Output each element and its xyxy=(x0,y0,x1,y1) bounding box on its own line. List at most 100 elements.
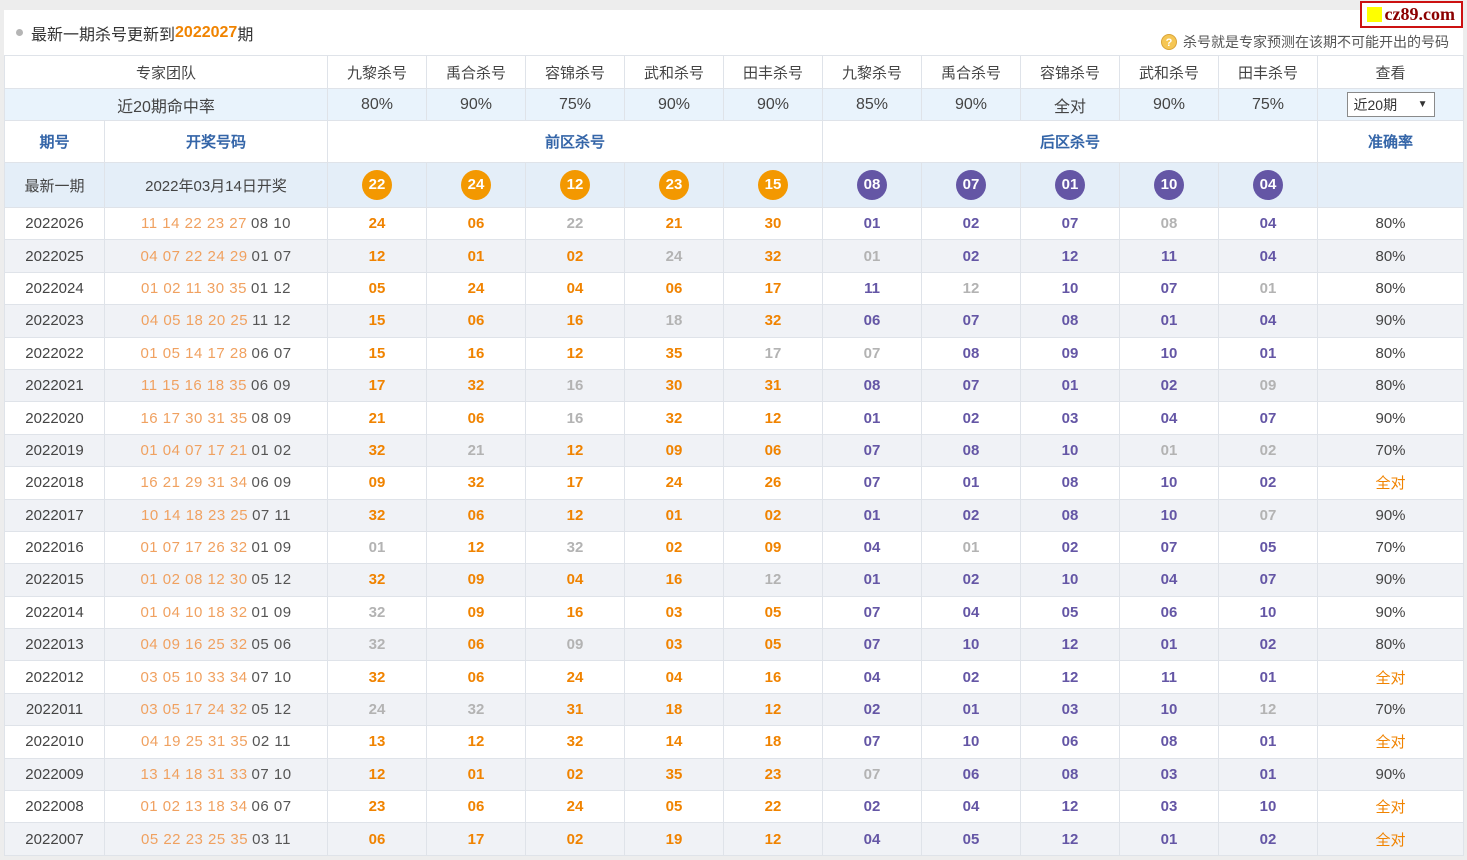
kill-number-cell: 32 xyxy=(723,304,824,338)
accuracy-cell: 全对 xyxy=(1317,660,1465,694)
draw-numbers-cell: 04 19 25 31 35 02 11 xyxy=(103,725,329,759)
table-row: 2022022 01 05 14 17 28 06 07 15 16 12 35 17 07 08… xyxy=(4,336,1465,370)
issue-cell: 2022014 xyxy=(4,595,105,630)
table-row: 2022007 05 22 23 25 35 03 11 06 17 02 19 12 04 05… xyxy=(4,822,1465,856)
winning-front-numbers: 04 07 22 24 29 xyxy=(140,247,248,265)
bullet-icon xyxy=(16,29,23,36)
latest-prediction-row: 最新一期 2022年03月14日开奖 22 24 12 23 15 08 07 01 10 04 xyxy=(4,162,1465,208)
kill-number-cell: 22 xyxy=(723,790,824,824)
kill-number-cell: 02 xyxy=(1218,822,1319,856)
issue-cell: 2022017 xyxy=(4,498,105,532)
kill-number-cell: 12 xyxy=(327,757,428,792)
kill-number-cell: 12 xyxy=(1020,790,1121,824)
kill-number-cell: 32 xyxy=(426,368,527,403)
kill-ball-cell: 01 xyxy=(1020,162,1121,208)
kill-ball-cell: 12 xyxy=(525,162,626,208)
title-issue-number: 2022027 xyxy=(175,23,238,41)
page-content: 最新一期杀号更新到 2022027 期 ? 杀号就是专家预测在该期不可能开出的号码 … xyxy=(3,1,1465,856)
kill-number-cell: 16 xyxy=(525,368,626,403)
kill-number-cell: 06 xyxy=(921,757,1022,792)
kill-number-cell: 08 xyxy=(1119,725,1220,759)
draw-numbers-cell: 01 04 07 17 21 01 02 xyxy=(103,433,329,468)
kill-number-cell: 07 xyxy=(822,628,923,662)
kill-ball-cell: 07 xyxy=(921,162,1022,208)
winning-back-numbers: 05 06 xyxy=(251,636,292,654)
kill-number-cell: 02 xyxy=(822,692,923,727)
kill-number-cell: 01 xyxy=(1218,271,1319,306)
kill-number-cell: 06 xyxy=(426,498,527,532)
kill-number-cell: 04 xyxy=(525,563,626,597)
help-icon[interactable]: ? xyxy=(1161,34,1177,50)
kill-number-cell: 02 xyxy=(1218,628,1319,662)
kill-number-cell: 07 xyxy=(1218,563,1319,597)
kill-number-cell: 09 xyxy=(723,530,824,565)
kill-number-cell: 12 xyxy=(327,239,428,273)
site-logo[interactable]: cz89.com xyxy=(1359,1,1463,28)
draw-numbers-cell: 04 09 16 25 32 05 06 xyxy=(103,628,329,662)
kill-number-cell: 05 xyxy=(723,628,824,662)
kill-number-cell: 31 xyxy=(525,692,626,727)
kill-number-cell: 10 xyxy=(1218,595,1319,630)
chevron-down-icon: ▼ xyxy=(1417,99,1428,110)
hitrate-value: 90% xyxy=(723,88,824,121)
kill-number-cell: 10 xyxy=(921,725,1022,759)
recent-period-select[interactable]: 近20期 ▼ xyxy=(1346,92,1435,117)
kill-number-cell: 32 xyxy=(327,563,428,597)
winning-back-numbers: 02 11 xyxy=(252,733,292,751)
kill-number-cell: 16 xyxy=(525,595,626,630)
kill-number-cell: 23 xyxy=(723,757,824,792)
issue-cell: 2022013 xyxy=(4,628,105,662)
kill-number-cell: 26 xyxy=(723,466,824,500)
expert-column-header: 容锦杀号 xyxy=(525,55,626,89)
kill-number-cell: 04 xyxy=(921,790,1022,824)
kill-number-cell: 06 xyxy=(426,628,527,662)
accuracy-cell: 80% xyxy=(1317,271,1465,306)
issue-cell: 2022011 xyxy=(4,692,105,727)
winning-front-numbers: 11 14 22 23 27 xyxy=(140,215,247,233)
view-select-cell: 近20期 ▼ xyxy=(1317,88,1465,121)
draw-numbers-cell: 16 21 29 31 34 06 09 xyxy=(103,466,329,500)
expert-column-header: 禹合杀号 xyxy=(921,55,1022,89)
kill-number-cell: 24 xyxy=(426,271,527,306)
draw-numbers-cell: 10 14 18 23 25 07 11 xyxy=(103,498,329,532)
kill-number-cell: 06 xyxy=(1119,595,1220,630)
table-row: 2022018 16 21 29 31 34 06 09 09 32 17 24 26 07 01… xyxy=(4,466,1465,500)
kill-number-cell: 04 xyxy=(1218,304,1319,338)
front-kill-ball: 23 xyxy=(659,170,690,200)
kill-number-cell: 04 xyxy=(1218,239,1319,273)
kill-number-cell: 24 xyxy=(525,660,626,694)
winning-front-numbers: 16 17 30 31 35 xyxy=(140,409,248,427)
kill-number-table: 专家团队 九黎杀号 禹合杀号 容锦杀号 武和杀号 田丰杀号 九黎杀号 禹合杀号 容锦杀号 武和杀… xyxy=(3,55,1465,856)
kill-number-cell: 31 xyxy=(723,368,824,403)
issue-cell: 2022022 xyxy=(4,336,105,370)
kill-number-cell: 32 xyxy=(426,692,527,727)
accuracy-cell: 全对 xyxy=(1317,466,1465,500)
winning-back-numbers: 03 11 xyxy=(252,830,292,848)
kill-number-cell: 12 xyxy=(426,725,527,759)
draw-numbers-cell: 01 07 17 26 32 01 09 xyxy=(103,530,329,565)
kill-number-cell: 02 xyxy=(921,660,1022,694)
kill-number-cell: 32 xyxy=(426,466,527,500)
table-row: 2022011 03 05 17 24 32 05 12 24 32 31 18 12 02 01… xyxy=(4,692,1465,727)
winning-front-numbers: 13 14 18 31 33 xyxy=(140,765,248,783)
winning-front-numbers: 03 05 17 24 32 xyxy=(140,701,248,719)
kill-number-cell: 07 xyxy=(822,725,923,759)
kill-number-cell: 06 xyxy=(624,271,725,306)
winning-back-numbers: 01 02 xyxy=(251,441,292,459)
kill-number-cell: 06 xyxy=(426,206,527,241)
kill-number-cell: 12 xyxy=(525,498,626,532)
issue-cell: 2022021 xyxy=(4,368,105,403)
kill-number-cell: 09 xyxy=(1020,336,1121,370)
kill-number-cell: 05 xyxy=(624,790,725,824)
kill-number-cell: 07 xyxy=(822,433,923,468)
draw-numbers-cell: 01 05 14 17 28 06 07 xyxy=(103,336,329,370)
winning-front-numbers: 01 02 11 30 35 xyxy=(140,279,247,297)
kill-number-cell: 11 xyxy=(1119,239,1220,273)
winning-back-numbers: 07 10 xyxy=(251,765,292,783)
kill-number-cell: 16 xyxy=(525,401,626,435)
kill-number-cell: 03 xyxy=(1020,692,1121,727)
draw-numbers-cell: 04 05 18 20 25 11 12 xyxy=(103,304,329,338)
draw-numbers-cell: 13 14 18 31 33 07 10 xyxy=(103,757,329,792)
back-kill-header: 后区杀号 xyxy=(822,120,1319,163)
kill-number-cell: 32 xyxy=(327,595,428,630)
